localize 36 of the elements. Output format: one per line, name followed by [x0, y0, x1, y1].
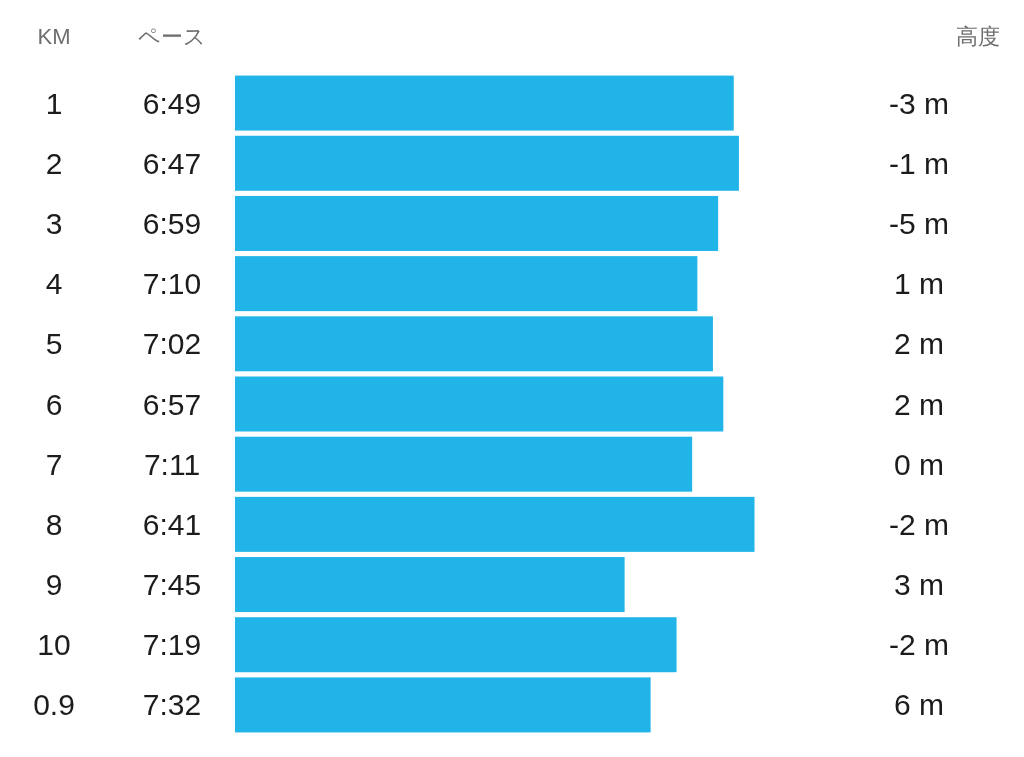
y2-category-label: -2 m	[889, 628, 949, 662]
column-header: 高度	[956, 23, 1000, 49]
category-label: 7	[45, 447, 63, 481]
category-label: 4	[45, 267, 63, 301]
y2-category-label: -1 m	[889, 146, 949, 180]
category-label: 2	[45, 146, 63, 180]
row-note: 7:19	[142, 628, 202, 662]
ylabel: KM	[37, 23, 71, 49]
y2-category-label: 1 m	[894, 267, 944, 301]
category-label: 6	[45, 387, 63, 421]
row-note: 6:57	[142, 387, 202, 421]
category-label: 8	[45, 507, 63, 541]
category-label: 5	[45, 327, 63, 361]
xlabel: ペース	[138, 23, 206, 49]
y2-category-label: -3 m	[889, 86, 949, 120]
y2-category-label: -2 m	[889, 507, 949, 541]
y2-category-label: -5 m	[889, 206, 949, 240]
y2-category-label: 6 m	[894, 688, 944, 722]
category-label: 0.9	[33, 688, 75, 722]
y2-category-label: 3 m	[894, 568, 944, 602]
y2-category-label: 0 m	[894, 447, 944, 481]
row-note: 7:10	[142, 267, 202, 301]
row-note: 7:32	[142, 688, 202, 722]
y2-category-label: 2 m	[894, 387, 944, 421]
category-label: 1	[45, 86, 63, 120]
row-note: 6:49	[142, 86, 202, 120]
row-note: 6:59	[142, 206, 202, 240]
category-label: 9	[45, 568, 63, 602]
y2-category-label: 2 m	[894, 327, 944, 361]
category-label: 3	[45, 206, 63, 240]
row-note: 7:02	[142, 327, 202, 361]
row-note: 6:41	[142, 507, 202, 541]
row-note: 6:47	[142, 146, 202, 180]
row-note: 7:45	[142, 568, 202, 602]
category-label: 10	[37, 628, 71, 662]
row-note: 7:11	[143, 447, 201, 481]
